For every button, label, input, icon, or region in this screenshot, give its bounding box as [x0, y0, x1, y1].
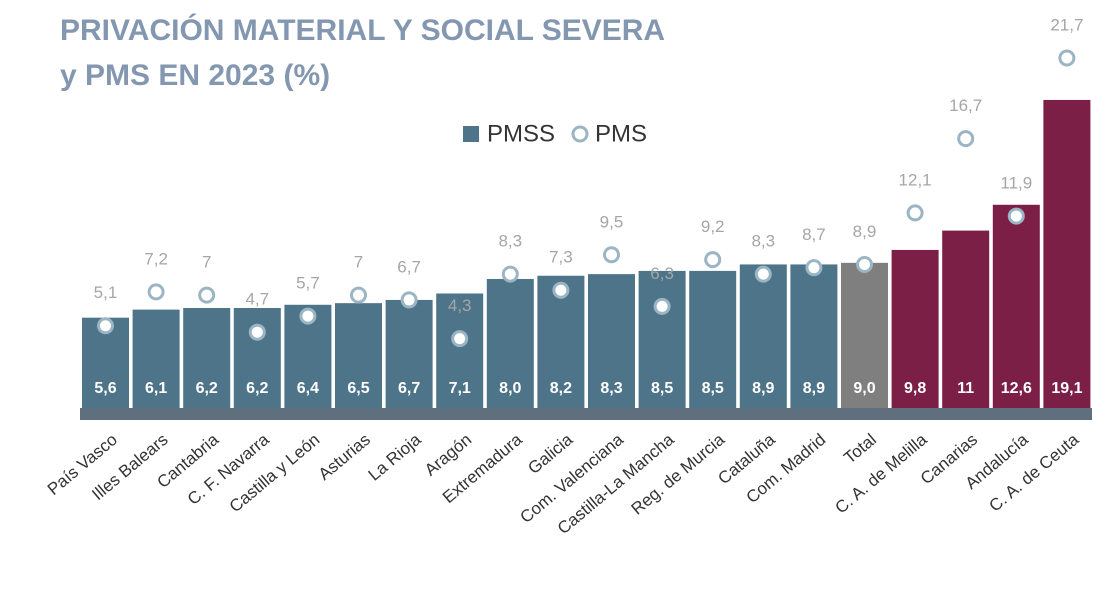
marker: [451, 330, 469, 348]
marker-value-label: 8,7: [802, 225, 826, 244]
marker: [957, 130, 975, 148]
bar-value-label: 8,5: [702, 380, 724, 397]
marker: [400, 291, 418, 309]
marker-value-label: 9,5: [600, 212, 624, 231]
bar-value-label: 8,0: [499, 380, 521, 397]
marker: [350, 286, 367, 304]
bar: [739, 264, 787, 408]
bar: [183, 308, 231, 408]
bar-value-label: 9,0: [853, 380, 875, 397]
bar-value-label: 6,2: [196, 380, 218, 397]
x-tick-label: Castilla y León: [226, 430, 324, 516]
bar-value-label: 11: [957, 380, 974, 397]
axis-band: [80, 408, 1092, 420]
bar: [436, 293, 484, 408]
bar-value-label: 6,4: [297, 380, 319, 397]
legend-label: PMSS: [487, 120, 555, 147]
bar: [689, 270, 737, 408]
bar: [132, 309, 180, 408]
marker-value-label: 16,7: [949, 96, 982, 115]
bar-value-label: 8,9: [803, 380, 825, 397]
chart-title: PRIVACIÓN MATERIAL Y SOCIAL SEVERA: [60, 13, 665, 47]
bar: [790, 264, 838, 408]
marker: [906, 204, 924, 222]
bar-value-label: 6,1: [145, 380, 167, 397]
bar: [638, 270, 686, 408]
marker-value-label: 8,3: [498, 232, 522, 251]
legend-label: PMS: [595, 120, 647, 147]
marker: [704, 251, 722, 269]
legend-swatch: [463, 126, 479, 142]
bar: [942, 230, 990, 408]
bar-value-label: 8,5: [651, 380, 673, 397]
marker-value-label: 7: [354, 253, 363, 272]
marker-value-label: 21,7: [1050, 15, 1083, 34]
marker-value-label: 7,3: [549, 248, 573, 267]
marker: [147, 283, 165, 301]
marker: [653, 297, 671, 315]
marker: [1058, 49, 1076, 67]
bar: [891, 249, 939, 408]
marker-value-label: 7,2: [144, 249, 168, 268]
marker-value-label: 5,7: [296, 274, 320, 293]
bar-value-label: 19,1: [1051, 380, 1082, 397]
marker: [97, 317, 114, 335]
marker-value-label: 8,9: [853, 222, 877, 241]
marker: [552, 281, 570, 299]
marker: [754, 265, 772, 283]
bar-value-label: 8,9: [752, 380, 774, 397]
bar: [385, 299, 433, 408]
x-tick-label: Asturias: [315, 430, 374, 484]
marker: [501, 265, 519, 283]
bar-value-label: 6,2: [246, 380, 268, 397]
marker-value-label: 5,1: [94, 283, 118, 302]
bar-value-label: 12,6: [1001, 380, 1032, 397]
marker-value-label: 9,2: [701, 217, 725, 236]
bar-value-label: 9,8: [904, 380, 926, 397]
marker: [805, 259, 823, 277]
bar: [588, 274, 635, 408]
marker-value-label: 4,3: [448, 296, 472, 315]
marker: [603, 246, 620, 264]
marker-value-label: 6,3: [650, 264, 674, 283]
marker: [248, 323, 266, 341]
marker-value-label: 7: [202, 253, 211, 272]
bar: [992, 204, 1040, 408]
bar-value-label: 6,7: [398, 380, 420, 397]
x-tick-label: Total: [840, 430, 880, 468]
marker-value-label: 4,7: [245, 290, 269, 309]
marker-value-label: 6,7: [397, 257, 421, 276]
bar-value-label: 6,5: [347, 380, 369, 397]
bar-value-label: 5,6: [94, 380, 116, 397]
x-tick-label: C. A. de Ceuta: [985, 430, 1082, 516]
marker: [198, 286, 216, 304]
bar: [486, 278, 534, 408]
bar-value-label: 8,2: [550, 380, 572, 397]
marker-value-label: 12,1: [899, 170, 932, 189]
marker: [856, 255, 873, 273]
x-tick-label: Reg. de Murcia: [628, 430, 729, 519]
x-tick-label: La Rioja: [365, 430, 425, 485]
marker: [299, 307, 317, 325]
bar: [841, 262, 888, 408]
marker: [1007, 207, 1025, 225]
bar: [335, 303, 382, 408]
marker-value-label: 8,3: [751, 232, 775, 251]
chart-subtitle: y PMS EN 2023 (%): [60, 59, 330, 92]
bar: [1043, 99, 1091, 408]
legend-marker: [571, 125, 589, 143]
marker-value-label: 11,9: [1000, 174, 1032, 193]
bar-value-label: 7,1: [449, 380, 471, 397]
bar-value-label: 8,3: [600, 380, 622, 397]
